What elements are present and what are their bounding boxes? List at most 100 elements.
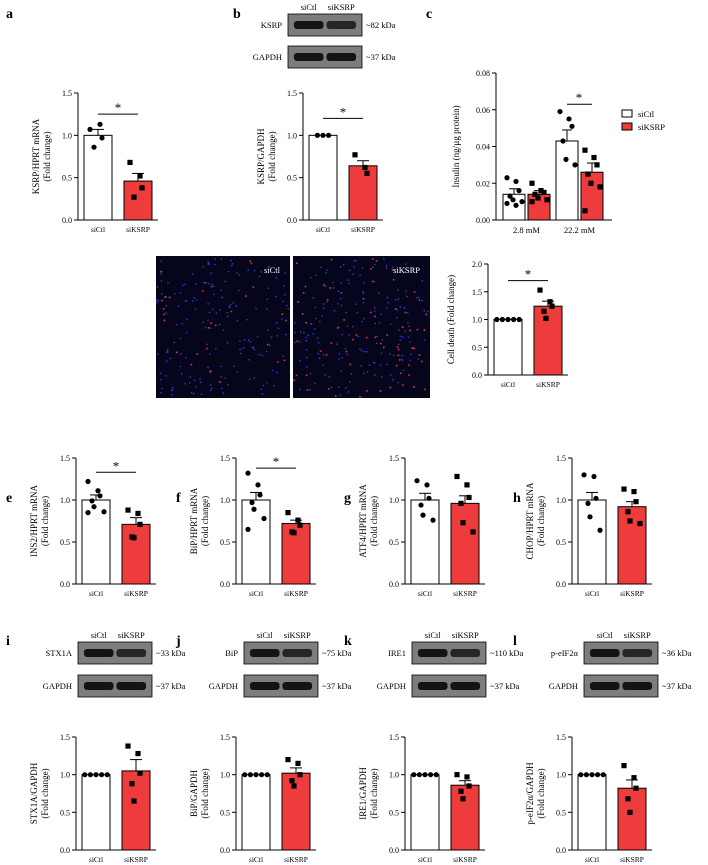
bar-siKSRP — [121, 523, 151, 585]
x-tick-label: siKSRP — [126, 225, 150, 234]
panel-letter: g — [344, 491, 351, 506]
dead-cell-dot — [369, 311, 372, 314]
nucleus-dot — [215, 348, 217, 350]
data-point — [137, 521, 143, 527]
nucleus-dot — [165, 304, 168, 307]
nucleus-dot — [238, 274, 241, 276]
nucleus-dot — [396, 316, 398, 319]
data-point — [285, 510, 291, 516]
nucleus-dot — [202, 266, 205, 268]
blot-l: l siCtl siKSRP p-eIF2α ~36 kDa GAPDH ~37 kDa — [513, 630, 692, 698]
data-point — [631, 775, 637, 781]
nucleus-dot — [200, 393, 203, 395]
dead-cell-dot — [355, 334, 358, 336]
nucleus-dot — [314, 306, 317, 309]
data-point — [625, 509, 631, 515]
x-tick-label: siKSRP — [620, 589, 644, 598]
band-name: GAPDH — [253, 52, 282, 62]
data-point — [89, 498, 95, 504]
data-point — [541, 308, 547, 314]
nucleus-dot — [222, 329, 225, 331]
data-point — [631, 489, 637, 495]
nucleus-dot — [340, 282, 342, 284]
nucleus-dot — [332, 281, 334, 284]
blot-band — [622, 649, 653, 657]
nucleus-dot — [160, 391, 162, 394]
dead-cell-dot — [325, 353, 328, 356]
data-point — [621, 763, 627, 769]
nucleus-dot — [352, 273, 354, 275]
y-tick-label: 1.0 — [556, 496, 566, 505]
dead-cell-dot — [295, 374, 298, 377]
dead-cell-dot — [210, 322, 212, 324]
data-point — [242, 772, 248, 778]
y-tick-label: 1.5 — [220, 733, 230, 742]
band-name: BiP — [225, 648, 238, 658]
data-point — [247, 772, 253, 778]
nucleus-dot — [287, 307, 290, 310]
data-point — [547, 299, 553, 305]
dead-cell-dot — [413, 385, 415, 388]
y-tick-label: 0.06 — [476, 106, 490, 115]
y-axis-label: (Fold change) — [536, 496, 546, 546]
nucleus-dot — [294, 322, 296, 324]
data-point — [259, 772, 265, 778]
lane-label: siKSRP — [328, 2, 355, 12]
nucleus-dot — [389, 374, 392, 376]
data-point — [320, 132, 326, 138]
nucleus-dot — [310, 322, 312, 325]
y-axis-label: p-eIF2α/GAPDH — [525, 762, 535, 825]
sig-star: * — [115, 100, 122, 115]
nucleus-dot — [387, 302, 389, 304]
panel-e: e 0.0 0.5 1.0 1.5 INS2/HPRT mRNA (Fold change)… — [6, 454, 156, 598]
y-tick-label: 0.5 — [556, 808, 566, 817]
nucleus-dot — [373, 361, 375, 364]
x-tick-label: siKSRP — [620, 855, 644, 864]
y-tick-label: 1.0 — [62, 131, 72, 140]
data-point — [131, 194, 137, 200]
nucleus-dot — [423, 310, 425, 312]
nucleus-dot — [230, 259, 233, 262]
dead-cell-dot — [230, 310, 233, 313]
nucleus-dot — [175, 323, 178, 326]
data-point — [510, 197, 516, 203]
nucleus-dot — [294, 331, 296, 334]
data-point — [538, 188, 544, 194]
nucleus-dot — [328, 376, 330, 378]
nucleus-dot — [378, 292, 380, 295]
band-name: IRE1 — [388, 648, 406, 658]
nucleus-dot — [188, 382, 191, 384]
nucleus-dot — [160, 273, 163, 276]
data-point — [513, 202, 519, 208]
dead-cell-dot — [391, 268, 394, 271]
nucleus-dot — [173, 293, 176, 295]
lane-label: siCtl — [257, 630, 274, 640]
nucleus-dot — [231, 263, 234, 265]
nucleus-dot — [399, 306, 401, 308]
nucleus-dot — [233, 365, 235, 367]
data-point — [464, 482, 470, 488]
nucleus-dot — [184, 383, 187, 385]
nucleus-dot — [410, 353, 412, 355]
nucleus-dot — [318, 357, 321, 360]
nucleus-dot — [407, 321, 409, 324]
y-tick-label: 1.5 — [556, 733, 566, 742]
data-point — [362, 164, 368, 171]
nucleus-dot — [202, 281, 205, 284]
nucleus-dot — [204, 327, 207, 329]
y-axis-label: CHOP/HPRT mRNA — [525, 482, 535, 560]
nucleus-dot — [265, 350, 268, 353]
dead-cell-dot — [389, 386, 392, 389]
nucleus-dot — [305, 336, 307, 339]
x-tick-label: siCtl — [89, 855, 103, 864]
nucleus-dot — [160, 280, 163, 282]
band-size: ~37 kDa — [322, 681, 352, 691]
x-tick-label: 22.2 mM — [564, 225, 596, 235]
data-point — [101, 509, 107, 515]
data-point — [428, 772, 434, 778]
nucleus-dot — [347, 279, 349, 281]
nucleus-dot — [195, 299, 198, 301]
dead-cell-dot — [160, 270, 162, 273]
nucleus-dot — [220, 289, 222, 292]
